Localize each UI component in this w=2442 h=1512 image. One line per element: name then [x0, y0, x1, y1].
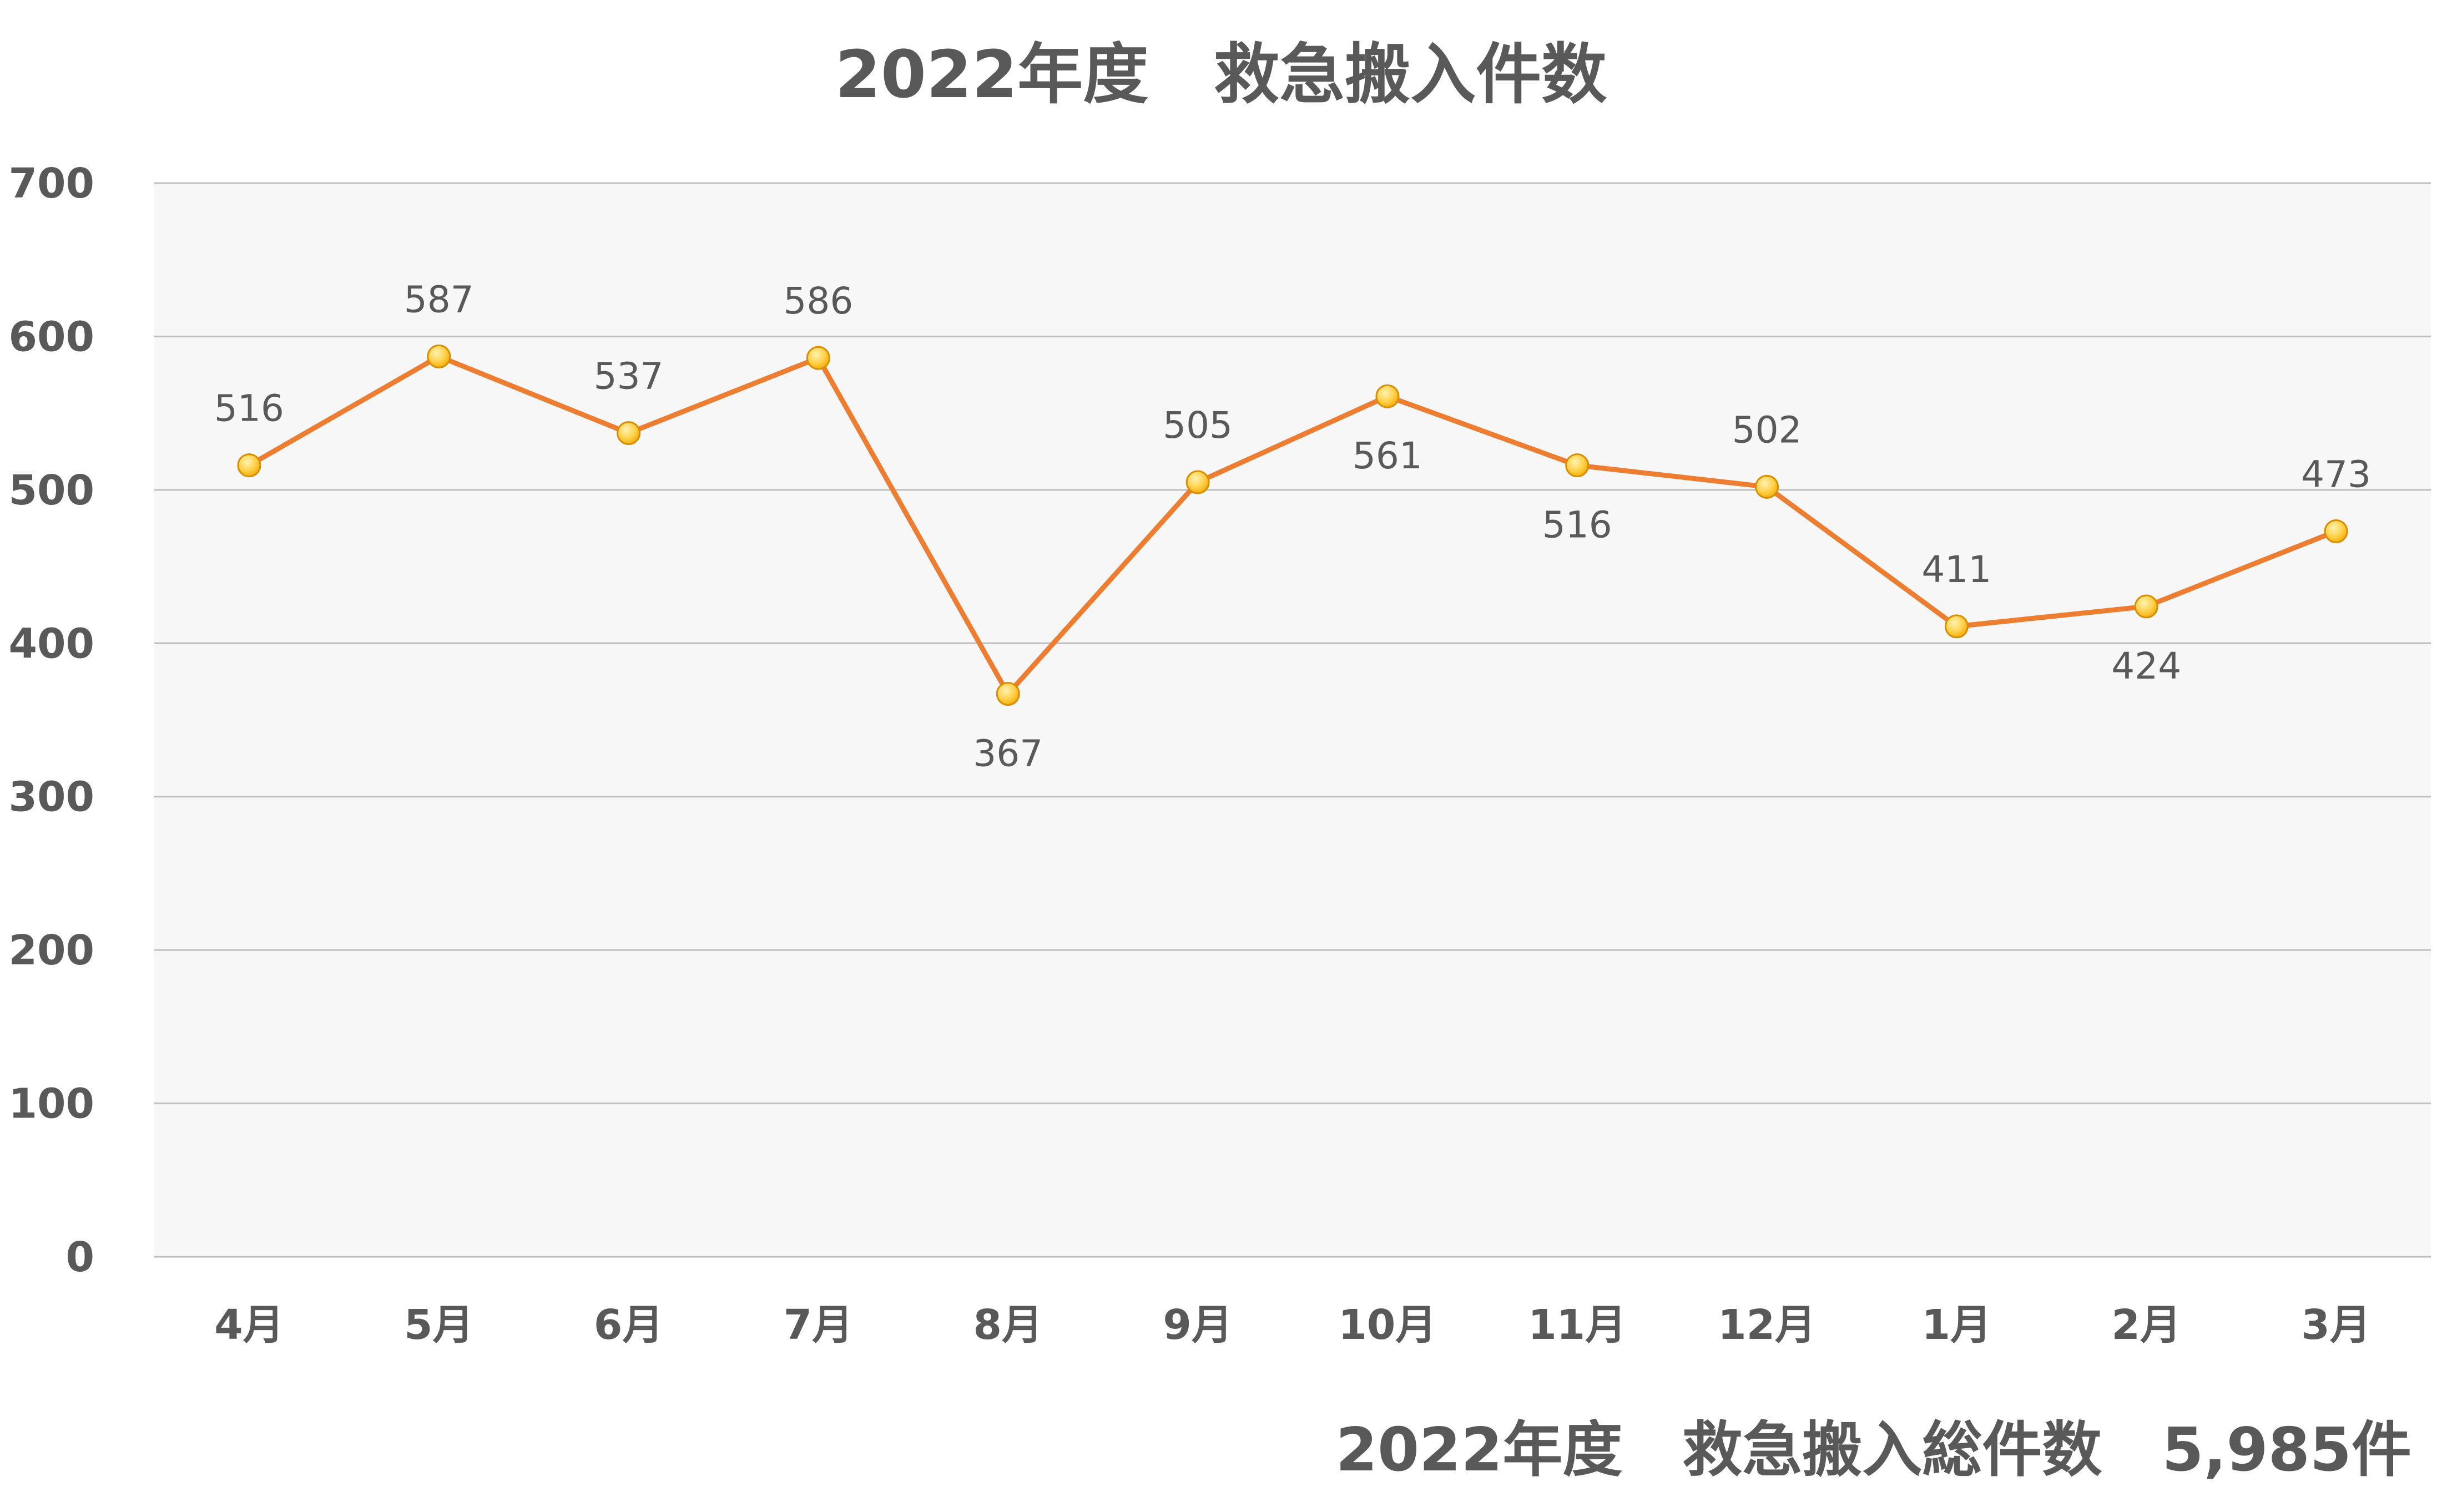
data-point	[1375, 384, 1400, 408]
data-label: 587	[404, 278, 474, 321]
data-label: 516	[1542, 504, 1612, 547]
chart-title: 2022年度 救急搬入件数	[835, 36, 1607, 113]
data-label: 367	[973, 732, 1043, 775]
series-line	[246, 353, 2339, 697]
data-label: 473	[2301, 453, 2371, 495]
x-tick-label: 5月	[404, 1301, 474, 1349]
y-tick-label: 400	[9, 620, 94, 667]
y-tick-label: 0	[66, 1233, 95, 1281]
data-point	[996, 682, 1020, 706]
data-label: 411	[1921, 548, 1991, 591]
x-tick-label: 7月	[784, 1301, 854, 1349]
y-tick-label: 100	[9, 1080, 94, 1128]
data-point	[617, 421, 641, 446]
y-tick-label: 500	[9, 467, 94, 514]
data-label: 505	[1163, 404, 1233, 447]
y-axis-ticks: 0 100 200 300 400 500 600 700	[9, 160, 94, 1281]
y-tick-label: 300	[9, 773, 94, 821]
x-tick-label: 10月	[1338, 1301, 1436, 1349]
data-labels: 516 587 537 586 367 505 561 516 502 411 424 473	[214, 278, 2371, 775]
x-tick-label: 1月	[1922, 1301, 1992, 1349]
x-tick-label: 3月	[2301, 1301, 2371, 1349]
data-label: 537	[594, 355, 664, 398]
total-count-note: 2022年度 救急搬入総件数 5,985件	[1336, 1415, 2411, 1485]
data-point	[1755, 474, 1779, 499]
x-tick-label: 9月	[1163, 1301, 1233, 1349]
data-markers	[237, 344, 2348, 706]
x-tick-label: 6月	[594, 1301, 664, 1349]
data-label: 586	[783, 280, 853, 322]
data-point	[1944, 614, 1969, 639]
data-point	[2324, 519, 2348, 543]
data-label: 424	[2111, 645, 2181, 687]
plot-area	[154, 183, 2431, 1257]
y-tick-label: 600	[9, 313, 94, 361]
data-label: 561	[1353, 434, 1422, 477]
x-axis-ticks: 4月 5月 6月 7月 8月 9月 10月 11月 12月 1月 2月 3月	[214, 1301, 2371, 1349]
data-point	[1565, 453, 1590, 478]
data-point	[427, 344, 451, 368]
x-tick-label: 2月	[2112, 1301, 2182, 1349]
y-tick-label: 200	[9, 927, 94, 974]
series-line-path	[246, 353, 2339, 697]
x-tick-label: 4月	[214, 1301, 284, 1349]
data-point	[806, 346, 830, 370]
gridlines	[154, 182, 2431, 1258]
data-point	[2134, 594, 2158, 619]
y-tick-label: 700	[9, 160, 94, 208]
data-label: 516	[214, 387, 284, 430]
x-tick-label: 8月	[973, 1301, 1043, 1349]
data-point	[1185, 470, 1210, 494]
x-tick-label: 11月	[1528, 1301, 1626, 1349]
data-label: 502	[1732, 408, 1802, 451]
x-tick-label: 12月	[1718, 1301, 1816, 1349]
data-point	[237, 453, 261, 478]
